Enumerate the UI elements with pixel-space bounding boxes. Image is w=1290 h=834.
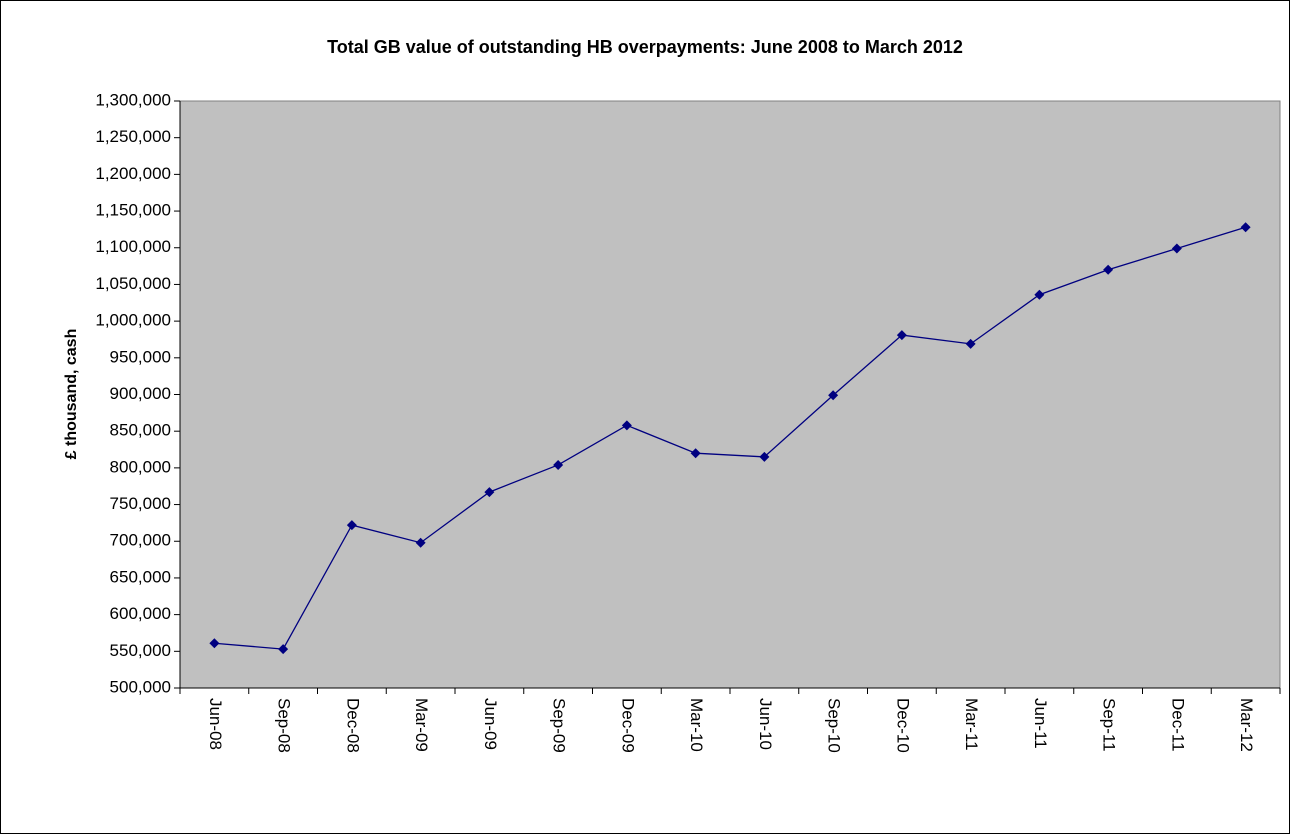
marker <box>209 638 220 649</box>
y-tick-label: 950,000 <box>110 347 171 366</box>
y-tick-label: 1,300,000 <box>95 90 171 109</box>
y-tick-label: 1,200,000 <box>95 164 171 183</box>
marker <box>1034 289 1045 300</box>
x-tick-label: Mar-09 <box>412 698 431 752</box>
x-tick-label: Jun-11 <box>1031 698 1050 749</box>
y-tick-label: 550,000 <box>110 641 171 660</box>
marker <box>553 459 564 470</box>
x-tick-label: Dec-08 <box>343 698 362 753</box>
x-tick-label: Jun-10 <box>756 698 775 750</box>
y-tick-label: 750,000 <box>110 494 171 513</box>
y-tick-label: 900,000 <box>110 384 171 403</box>
y-tick-label: 600,000 <box>110 604 171 623</box>
y-tick-label: 1,150,000 <box>95 201 171 220</box>
x-tick-label: Mar-10 <box>687 698 706 752</box>
y-axis-label: £ thousand, cash <box>63 329 80 460</box>
line <box>214 226 1246 650</box>
y-tick-label: 650,000 <box>110 567 171 586</box>
marker <box>896 330 907 341</box>
x-tick-label: Sep-11 <box>1100 698 1119 752</box>
y-tick-label: 1,050,000 <box>95 274 171 293</box>
marker <box>965 338 976 349</box>
plot-area <box>179 100 1281 689</box>
y-tick-label: 1,100,000 <box>95 237 171 256</box>
x-tick-label: Jun-09 <box>481 698 500 750</box>
marker <box>1103 264 1114 275</box>
x-tick-label: Sep-08 <box>275 698 294 753</box>
marker <box>484 487 495 498</box>
x-tick-label: Jun-08 <box>206 698 225 750</box>
marker <box>828 390 839 401</box>
marker <box>415 537 426 548</box>
marker <box>1240 222 1251 233</box>
y-tick-label: 1,000,000 <box>95 311 171 330</box>
x-tick-label: Sep-10 <box>825 698 844 753</box>
y-tick-label: 1,250,000 <box>95 127 171 146</box>
y-tick-label: 500,000 <box>110 677 171 696</box>
marker <box>759 451 770 462</box>
y-tick-label: 800,000 <box>110 457 171 476</box>
x-tick-label: Dec-09 <box>618 698 637 753</box>
y-tick-label: 850,000 <box>110 421 171 440</box>
marker <box>1171 243 1182 254</box>
chart-title: Total GB value of outstanding HB overpay… <box>327 37 963 57</box>
marker <box>621 420 632 431</box>
x-tick-label: Mar-12 <box>1237 698 1256 752</box>
y-tick-label: 700,000 <box>110 531 171 550</box>
marker <box>278 644 289 655</box>
x-tick-label: Mar-11 <box>962 698 981 751</box>
x-tick-label: Sep-09 <box>550 698 569 753</box>
marker <box>690 448 701 459</box>
marker <box>346 520 357 531</box>
x-tick-label: Dec-11 <box>1168 698 1187 752</box>
x-tick-label: Dec-10 <box>893 698 912 753</box>
